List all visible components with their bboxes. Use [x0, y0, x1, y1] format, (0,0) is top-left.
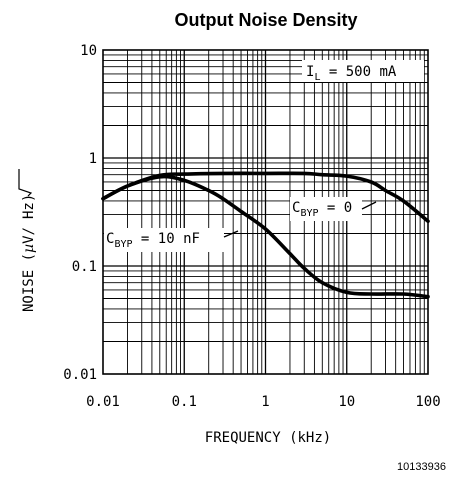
series-label-cbyp-10nf-leader	[223, 230, 239, 238]
annotation-load-current-bg	[302, 60, 424, 82]
series-label-cbyp-10nf-rest: = 10 nF	[133, 231, 200, 247]
annotation-load-current-sub: L	[314, 72, 320, 83]
figure-id: 10133936	[397, 461, 446, 473]
annotation-load-current: IL = 500 mA	[302, 60, 424, 83]
x-tick-label: 1	[261, 394, 269, 410]
y-tick-label: 10	[80, 43, 97, 59]
series-label-cbyp-10nf-sub: BYP	[114, 239, 132, 250]
series-label-cbyp-0-leader	[361, 201, 377, 210]
y-axis-label-prefix: NOISE (	[21, 253, 37, 312]
plot-grid	[103, 50, 428, 374]
series-label-cbyp-0-sub: BYP	[300, 208, 318, 219]
series-label-cbyp-0: CBYP = 0	[290, 197, 377, 221]
series-label-cbyp-10nf-bg	[104, 228, 224, 252]
svg-text:NOISE (µV/Hz): NOISE (µV/Hz)	[21, 194, 37, 312]
y-axis-label-radical-sign	[18, 169, 33, 197]
chart-title: Output Noise Density	[174, 10, 357, 30]
plot-frame	[102, 49, 429, 375]
series-line-cbyp-10nf	[101, 174, 430, 299]
y-axis-label-mu: µ	[21, 244, 37, 253]
y-axis-label-unit: V/	[21, 227, 37, 244]
series-layer	[101, 171, 430, 299]
y-axis-label-suffix: )	[21, 194, 37, 202]
y-tick-label: 1	[89, 151, 97, 167]
x-tick-label: 0.1	[172, 394, 197, 410]
series-label-cbyp-10nf: CBYP = 10 nF	[104, 228, 239, 252]
svg-text:CBYP = 0: CBYP = 0	[292, 200, 352, 219]
x-tick-label: 100	[415, 394, 440, 410]
y-axis-label: NOISE (µV/Hz)	[18, 169, 37, 312]
y-tick-label: 0.1	[72, 259, 97, 275]
x-tick-label: 10	[338, 394, 355, 410]
series-label-cbyp-0-rest: = 0	[319, 200, 353, 216]
series-label-cbyp-0-main: C	[292, 200, 300, 216]
y-axis-label-radicand: Hz	[21, 202, 37, 219]
annotation-load-current-rest: = 500 mA	[320, 64, 396, 80]
annotation-load-current-main: I	[306, 64, 314, 80]
svg-text:IL = 500 mA: IL = 500 mA	[306, 64, 397, 83]
y-tick-labels: 0.01 0.1 1 10	[63, 43, 97, 383]
series-label-cbyp-10nf-main: C	[106, 231, 114, 247]
x-tick-label: 0.01	[86, 394, 120, 410]
y-tick-label: 0.01	[63, 367, 97, 383]
svg-text:CBYP = 10 nF: CBYP = 10 nF	[106, 231, 200, 250]
series-label-cbyp-0-bg	[290, 197, 362, 221]
x-tick-labels: 0.01 0.1 1 10 100	[86, 394, 441, 410]
x-axis-label: FREQUENCY (kHz)	[205, 430, 331, 446]
